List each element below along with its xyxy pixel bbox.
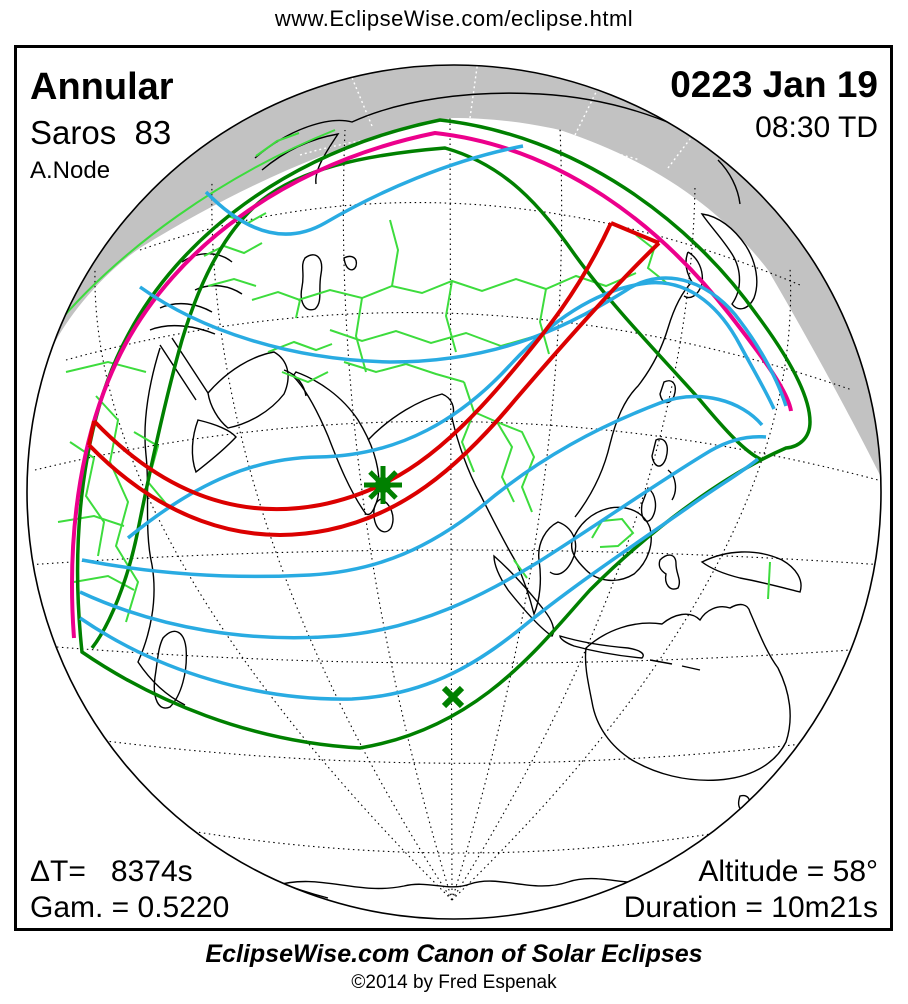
eclipse-date-label: 0223 Jan 19 xyxy=(670,64,878,105)
node-label: A.Node xyxy=(30,157,111,184)
magnitude-contours xyxy=(79,144,788,701)
saros-label: Saros 83 xyxy=(30,114,172,151)
greatest-eclipse-marker xyxy=(364,466,402,504)
gamma-value: Gam. = 0.5220 xyxy=(30,891,230,924)
canon-title: EclipseWise.com Canon of Solar Eclipses xyxy=(205,940,703,968)
eclipse-globe-map xyxy=(26,64,882,920)
central-path xyxy=(87,221,661,537)
night-region-shade xyxy=(53,65,881,478)
eclipse-type-label: Annular xyxy=(30,66,174,108)
page-url-text: www.EclipseWise.com/eclipse.html xyxy=(274,6,634,31)
duration-value: Duration = 10m21s xyxy=(623,891,878,924)
visibility-boundary-outer xyxy=(75,118,812,750)
globe-outline xyxy=(26,64,882,920)
copyright-text: ©2014 by Fred Espenak xyxy=(351,972,557,993)
altitude-value: Altitude = 58° xyxy=(698,855,878,888)
eclipse-time-label: 08:30 TD xyxy=(755,111,878,144)
subsolar-marker xyxy=(441,685,465,709)
eclipse-map-frame xyxy=(14,45,893,931)
delta-t-value: ΔT= 8374s xyxy=(30,855,193,888)
